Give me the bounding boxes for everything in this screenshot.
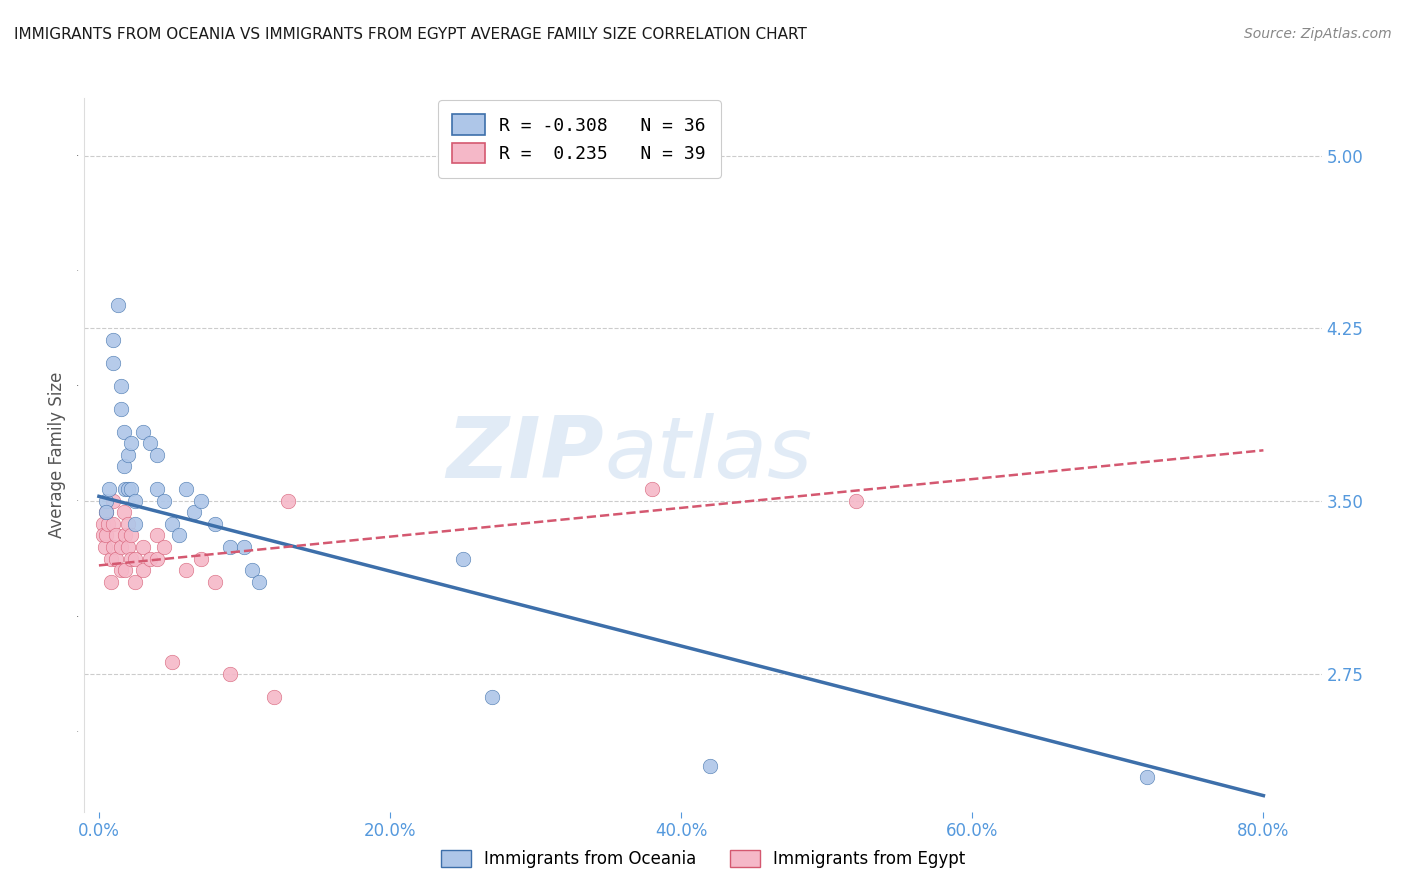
Point [277, 494, 299, 508]
Point [114, 528, 136, 542]
Point [146, 483, 169, 497]
Point [124, 574, 146, 589]
Legend: Immigrants from Oceania, Immigrants from Egypt: Immigrants from Oceania, Immigrants from… [434, 843, 972, 875]
Point [699, 758, 721, 772]
Point [96, 494, 118, 508]
Point [91, 516, 114, 531]
Point [233, 540, 256, 554]
Point [124, 516, 146, 531]
Point [120, 483, 142, 497]
Text: IMMIGRANTS FROM OCEANIA VS IMMIGRANTS FROM EGYPT AVERAGE FAMILY SIZE CORRELATION: IMMIGRANTS FROM OCEANIA VS IMMIGRANTS FR… [14, 27, 807, 42]
Point [98, 483, 121, 497]
Point [219, 540, 242, 554]
Point [105, 528, 128, 542]
Point [124, 494, 146, 508]
Point [110, 563, 132, 577]
Point [103, 494, 125, 508]
Point [190, 494, 212, 508]
Point [146, 448, 169, 462]
Point [117, 448, 139, 462]
Point [131, 563, 153, 577]
Point [845, 494, 868, 508]
Text: Source: ZipAtlas.com: Source: ZipAtlas.com [1244, 27, 1392, 41]
Point [105, 551, 128, 566]
Point [117, 516, 139, 531]
Point [103, 356, 125, 370]
Point [160, 655, 183, 669]
Point [124, 551, 146, 566]
Point [114, 483, 136, 497]
Point [97, 516, 120, 531]
Text: atlas: atlas [605, 413, 813, 497]
Point [110, 379, 132, 393]
Point [96, 506, 118, 520]
Point [167, 528, 190, 542]
Point [120, 551, 142, 566]
Point [174, 563, 197, 577]
Point [110, 540, 132, 554]
Point [103, 516, 125, 531]
Point [100, 551, 122, 566]
Point [160, 516, 183, 531]
Point [120, 528, 142, 542]
Point [112, 459, 135, 474]
Point [131, 425, 153, 439]
Point [153, 540, 176, 554]
Point [96, 506, 118, 520]
Point [91, 528, 114, 542]
Point [190, 551, 212, 566]
Point [183, 506, 205, 520]
Point [451, 551, 474, 566]
Point [204, 574, 226, 589]
Point [100, 574, 122, 589]
Point [146, 528, 169, 542]
Point [114, 563, 136, 577]
Point [139, 551, 162, 566]
Point [247, 574, 270, 589]
Point [240, 563, 263, 577]
Point [103, 333, 125, 347]
Point [139, 436, 162, 450]
Point [96, 528, 118, 542]
Point [174, 483, 197, 497]
Point [153, 494, 176, 508]
Point [110, 401, 132, 416]
Point [120, 436, 142, 450]
Point [481, 690, 503, 704]
Y-axis label: Average Family Size: Average Family Size [48, 372, 66, 538]
Point [219, 666, 242, 681]
Point [112, 425, 135, 439]
Text: ZIP: ZIP [446, 413, 605, 497]
Point [117, 483, 139, 497]
Point [263, 690, 285, 704]
Point [107, 298, 129, 312]
Point [204, 516, 226, 531]
Point [1136, 770, 1159, 784]
Point [146, 551, 169, 566]
Point [131, 540, 153, 554]
Point [641, 483, 664, 497]
Point [112, 506, 135, 520]
Point [117, 540, 139, 554]
Point [93, 540, 115, 554]
Point [103, 540, 125, 554]
